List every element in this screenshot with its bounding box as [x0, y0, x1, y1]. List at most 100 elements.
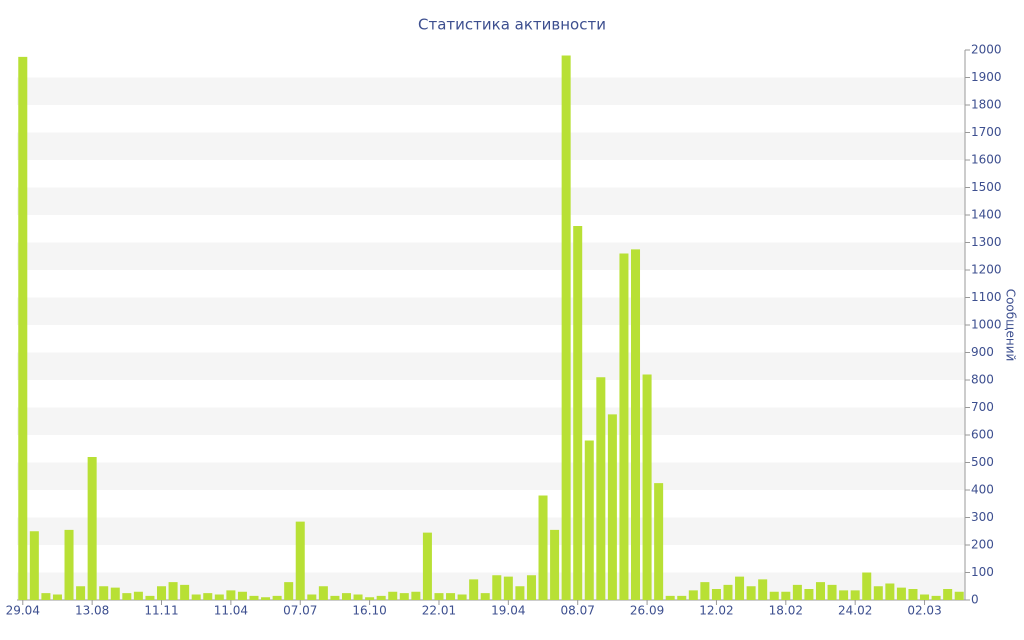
- x-tick-label: 08.07: [561, 604, 595, 618]
- bar: [792, 584, 802, 600]
- y-tick-label: 800: [971, 373, 994, 387]
- bar: [688, 590, 698, 600]
- bar: [272, 595, 282, 600]
- bar: [804, 589, 814, 600]
- bar: [237, 591, 247, 600]
- y-tick-label: 200: [971, 538, 994, 552]
- bar: [607, 414, 617, 600]
- bar: [376, 595, 386, 600]
- x-tick-label: 18.02: [769, 604, 803, 618]
- bar: [723, 584, 733, 600]
- bar: [446, 593, 456, 600]
- y-tick-label: 600: [971, 428, 994, 442]
- bar: [191, 594, 201, 600]
- bar: [203, 593, 213, 600]
- bar: [226, 590, 236, 600]
- bar: [769, 591, 779, 600]
- grid-band: [17, 517, 965, 545]
- bar: [561, 55, 571, 600]
- y-tick-label: 2000: [971, 43, 1002, 57]
- bar: [885, 583, 895, 600]
- bar: [52, 594, 62, 600]
- bar: [330, 595, 340, 600]
- bar: [896, 587, 906, 600]
- bar: [839, 590, 849, 600]
- y-tick-label: 400: [971, 483, 994, 497]
- bar: [654, 483, 664, 600]
- y-tick-label: 1900: [971, 70, 1002, 84]
- bar: [18, 56, 28, 600]
- y-tick-label: 1700: [971, 125, 1002, 139]
- bar: [758, 579, 768, 600]
- bar: [341, 593, 351, 600]
- bar: [711, 589, 721, 600]
- bar: [700, 582, 710, 600]
- bar: [353, 594, 363, 600]
- chart-title: Статистика активности: [418, 16, 606, 34]
- y-tick-label: 500: [971, 455, 994, 469]
- bar: [295, 521, 305, 600]
- x-tick-label: 11.04: [214, 604, 248, 618]
- bar: [307, 594, 317, 600]
- x-tick-label: 26.09: [630, 604, 664, 618]
- bar: [862, 572, 872, 600]
- x-tick-label: 07.07: [283, 604, 317, 618]
- bar: [550, 529, 560, 600]
- bar: [492, 575, 502, 600]
- y-tick-label: 300: [971, 510, 994, 524]
- bar: [261, 597, 271, 600]
- bar: [850, 590, 860, 600]
- bar: [538, 495, 548, 600]
- y-tick-label: 1400: [971, 208, 1002, 222]
- bar: [954, 591, 964, 600]
- grid-band: [17, 462, 965, 490]
- x-tick-label: 13.08: [75, 604, 109, 618]
- grid-band: [17, 77, 965, 105]
- bar: [168, 582, 178, 600]
- grid-band: [17, 352, 965, 380]
- grid-band: [17, 132, 965, 160]
- y-tick-label: 1800: [971, 98, 1002, 112]
- bar: [781, 591, 791, 600]
- bar: [457, 594, 467, 600]
- bar: [249, 595, 259, 600]
- bar: [480, 593, 490, 600]
- bar: [677, 595, 687, 600]
- x-tick-label: 29.04: [6, 604, 40, 618]
- y-tick-label: 1600: [971, 153, 1002, 167]
- bar: [365, 597, 375, 600]
- bar: [873, 586, 883, 600]
- bar: [388, 591, 398, 600]
- x-tick-label: 19.04: [491, 604, 525, 618]
- grid-band: [17, 242, 965, 270]
- bar: [87, 457, 97, 600]
- bar: [145, 595, 155, 600]
- bar: [411, 591, 421, 600]
- bar: [399, 593, 409, 600]
- bar: [619, 253, 629, 600]
- bar: [422, 532, 432, 600]
- bar: [943, 589, 953, 600]
- bar: [122, 593, 132, 600]
- grid-band: [17, 297, 965, 325]
- bar: [735, 576, 745, 600]
- bar: [920, 594, 930, 600]
- bar: [110, 587, 120, 600]
- y-tick-label: 100: [971, 565, 994, 579]
- bar: [526, 575, 536, 600]
- y-axis-label: Сообщений: [1004, 289, 1018, 362]
- bar: [180, 584, 190, 600]
- y-tick-label: 1300: [971, 235, 1002, 249]
- bar: [434, 593, 444, 600]
- bar: [631, 249, 641, 600]
- grid-band: [17, 407, 965, 435]
- bar: [665, 595, 675, 600]
- y-tick-label: 700: [971, 400, 994, 414]
- bar: [931, 595, 941, 600]
- bar: [503, 576, 513, 600]
- bar: [908, 589, 918, 600]
- bar: [642, 374, 652, 600]
- y-tick-label: 1000: [971, 318, 1002, 332]
- y-tick-label: 1200: [971, 263, 1002, 277]
